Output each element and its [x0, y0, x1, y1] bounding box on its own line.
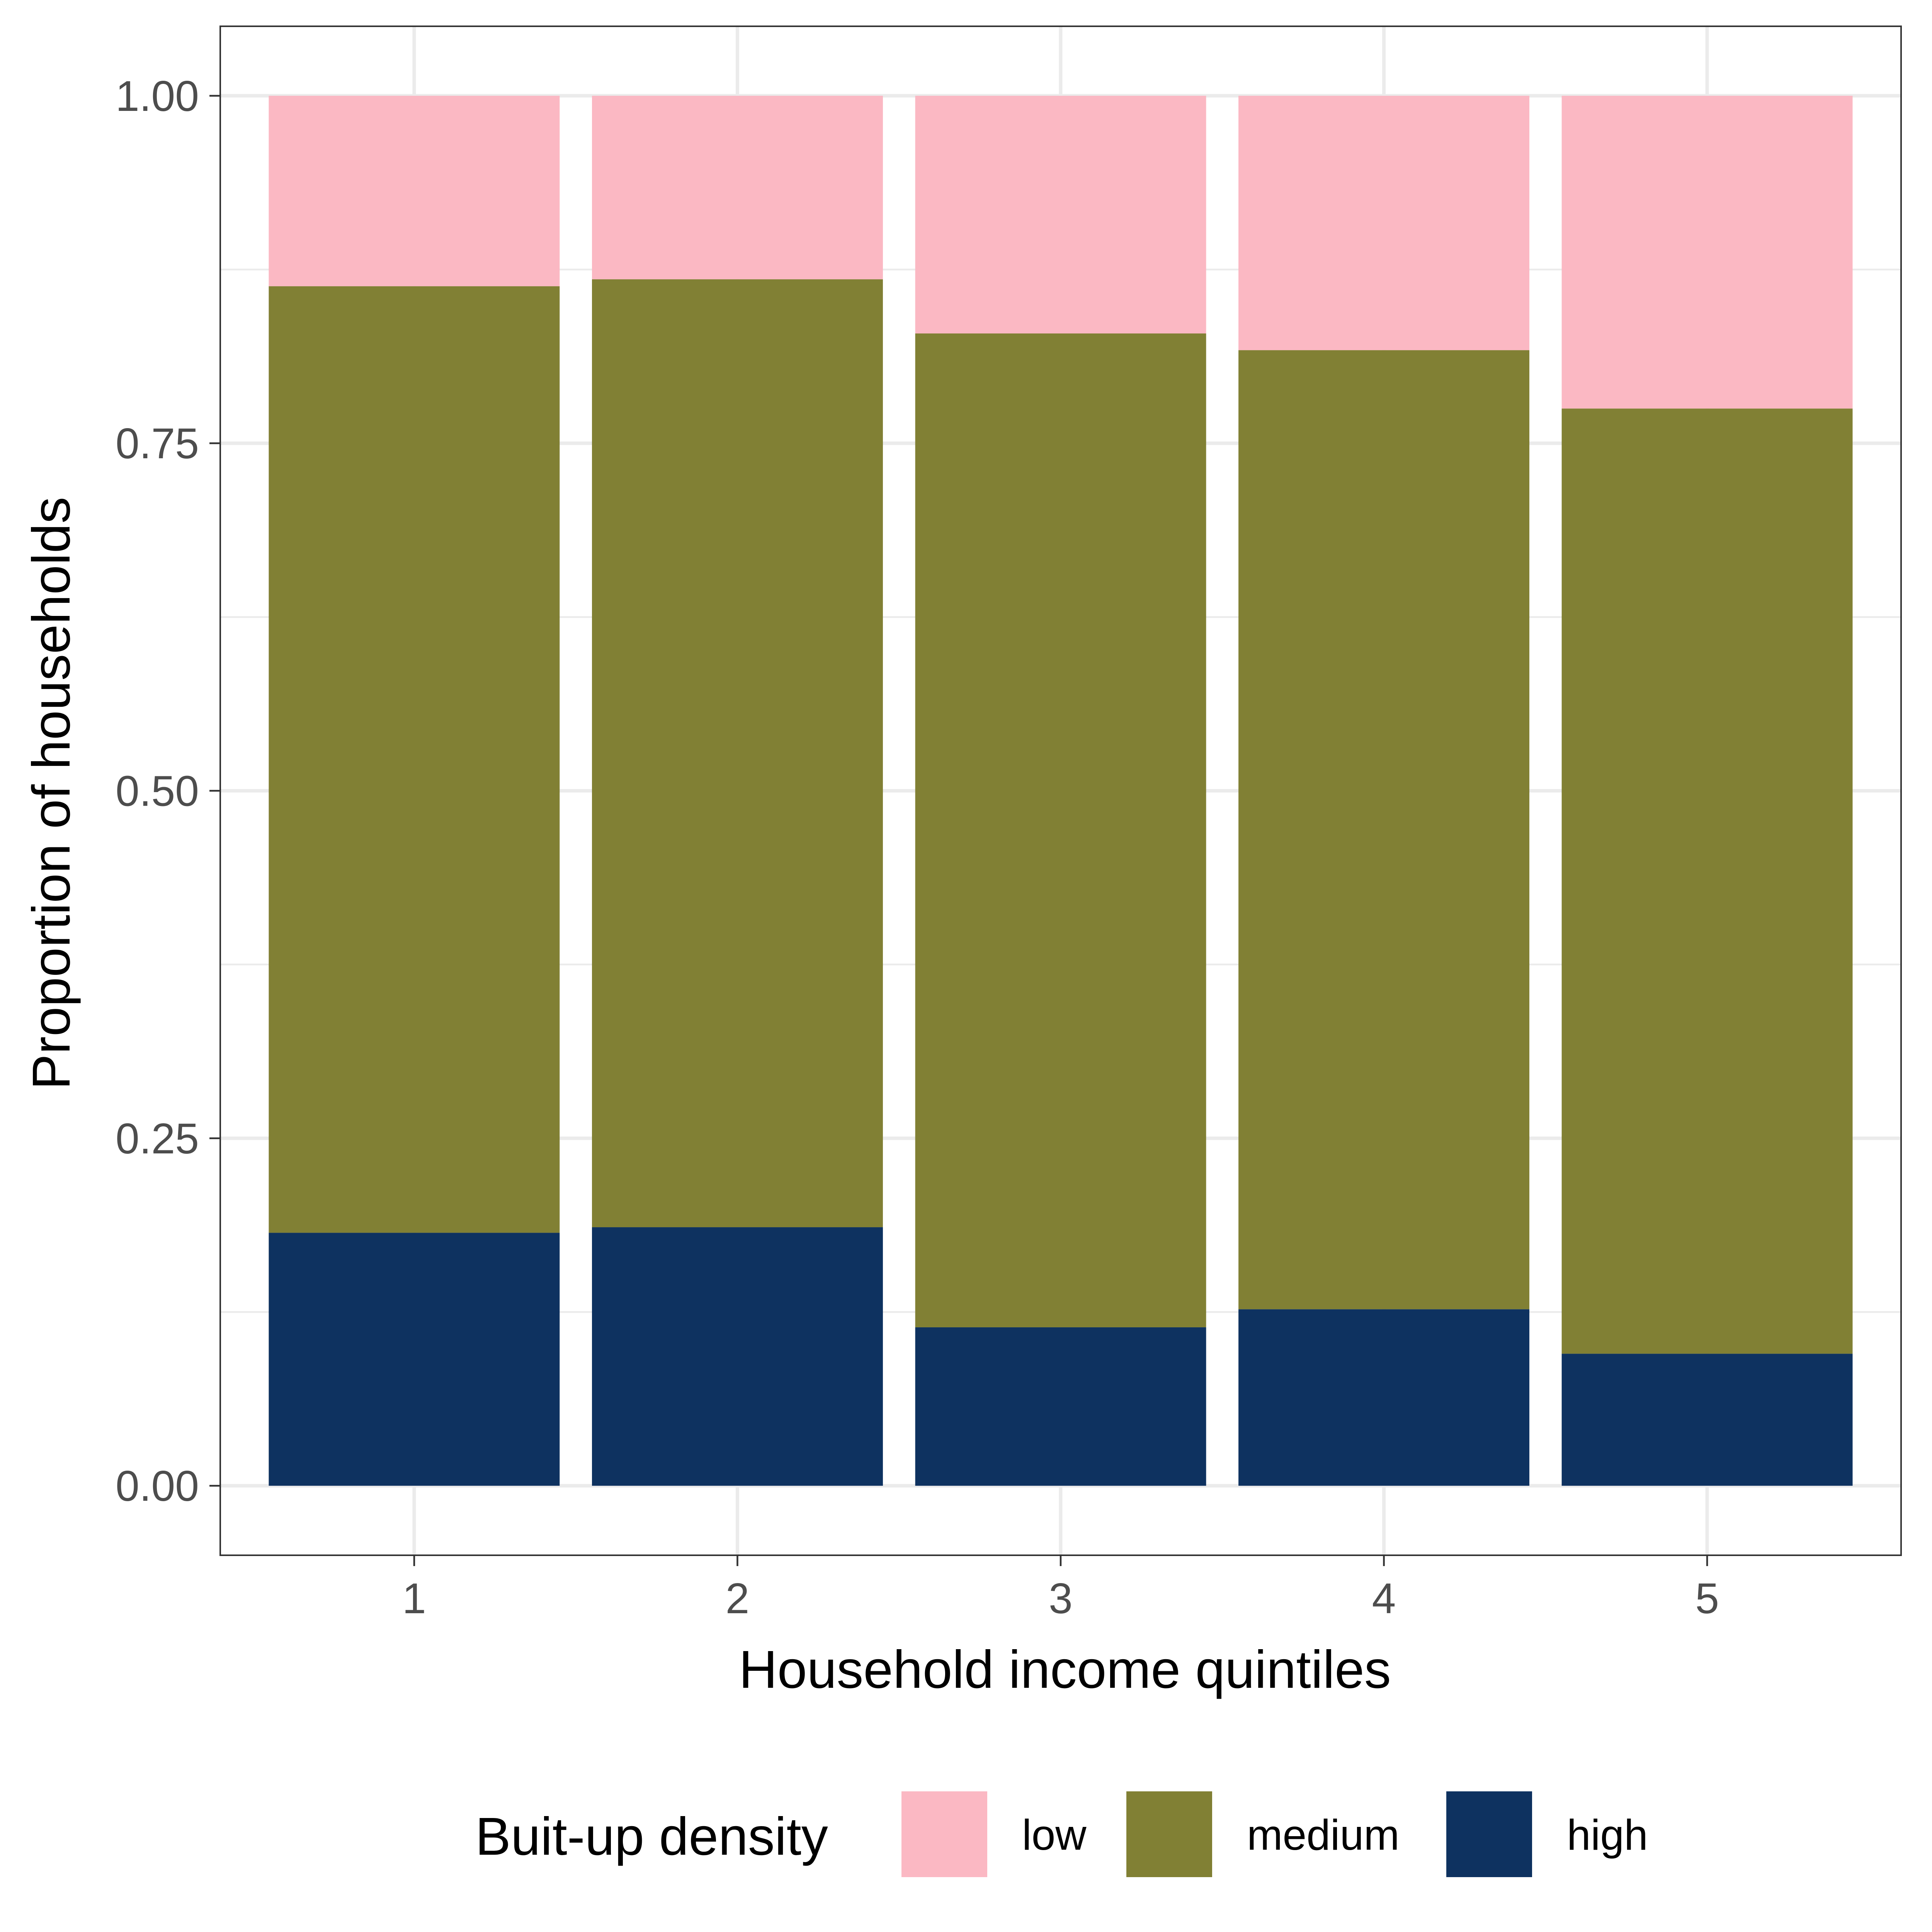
bar-low-q4	[1238, 95, 1529, 350]
y-tick-label: 1.00	[116, 72, 199, 120]
bar-medium-q4	[1238, 350, 1529, 1310]
x-tick-label: 4	[1372, 1575, 1396, 1622]
bar-high-q2	[592, 1227, 883, 1486]
bar-high-q1	[269, 1233, 560, 1486]
y-axis-title: Proportion of households	[22, 497, 81, 1090]
legend-key-low	[901, 1791, 987, 1877]
x-tick-label: 2	[726, 1575, 750, 1622]
legend-items: low medium high	[901, 1791, 1648, 1877]
y-tick-label: 0.75	[116, 420, 199, 468]
legend: Buit-up density low medium high	[475, 1791, 1648, 1877]
bar-medium-q2	[592, 279, 883, 1228]
bars	[269, 95, 1853, 1486]
y-tick-labels: 0.00 0.25 0.50 0.75 1.00	[116, 72, 199, 1510]
y-tick-label: 0.25	[116, 1115, 199, 1163]
y-tick-label: 0.00	[116, 1462, 199, 1510]
x-tick-label: 5	[1695, 1575, 1719, 1622]
axis-ticks	[209, 95, 1708, 1566]
legend-key-medium	[1126, 1791, 1212, 1877]
bar-medium-q3	[915, 333, 1206, 1328]
legend-label-low: low	[1022, 1811, 1087, 1859]
y-tick-label: 0.50	[116, 767, 199, 815]
legend-key-high	[1446, 1791, 1532, 1877]
bar-high-q3	[915, 1327, 1206, 1486]
x-tick-label: 3	[1049, 1575, 1073, 1622]
legend-label-high: high	[1567, 1811, 1648, 1859]
legend-label-medium: medium	[1247, 1811, 1400, 1859]
x-tick-labels: 1 2 3 4 5	[402, 1575, 1719, 1622]
bar-medium-q5	[1561, 408, 1853, 1354]
bar-low-q5	[1561, 95, 1853, 409]
bar-low-q1	[269, 95, 560, 286]
bar-high-q4	[1238, 1309, 1529, 1486]
x-axis-title: Household income quintiles	[739, 1640, 1391, 1699]
bar-medium-q1	[269, 286, 560, 1233]
legend-title: Buit-up density	[475, 1807, 828, 1866]
bar-low-q2	[592, 95, 883, 279]
bar-low-q3	[915, 95, 1206, 333]
x-tick-label: 1	[402, 1575, 426, 1622]
bar-high-q5	[1561, 1354, 1853, 1486]
